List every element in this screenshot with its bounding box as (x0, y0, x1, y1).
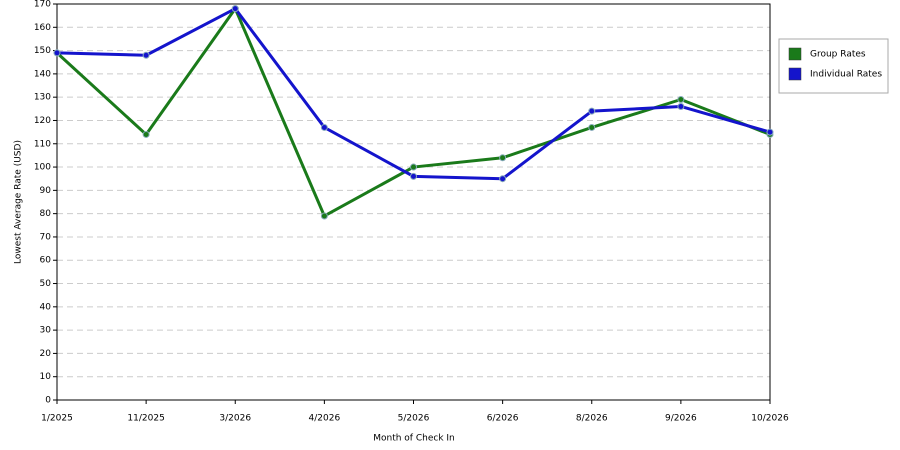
y-tick-label: 160 (34, 23, 51, 33)
y-tick-label: 120 (34, 116, 51, 126)
data-point (677, 96, 685, 104)
y-tick-label: 150 (34, 46, 51, 56)
legend-swatch (788, 67, 802, 81)
x-tick-label: 11/2025 (127, 414, 164, 424)
legend-box (778, 38, 889, 94)
data-point (766, 128, 774, 136)
plot-frame (56, 3, 771, 401)
y-tick-label: 30 (40, 326, 52, 336)
y-tick-label: 80 (40, 209, 52, 219)
y-tick-label: 140 (34, 69, 51, 79)
series-line (55, 7, 771, 218)
data-point (142, 51, 150, 59)
x-tick-label: 8/2026 (576, 414, 608, 424)
data-point (231, 5, 239, 13)
y-tick-label: 40 (40, 302, 52, 312)
data-point (588, 107, 596, 115)
x-tick-label: 6/2026 (487, 414, 519, 424)
data-point (142, 130, 150, 138)
x-axis-label: Month of Check In (373, 434, 455, 444)
y-tick-label: 170 (34, 0, 51, 10)
data-point (320, 123, 328, 131)
y-tick-label: 90 (40, 186, 52, 196)
x-tick-label: 5/2026 (398, 414, 430, 424)
data-point (588, 123, 596, 131)
y-tick-label: 60 (40, 256, 52, 266)
data-point (499, 154, 507, 162)
y-axis-label: Lowest Average Rate (USD) (14, 140, 24, 264)
data-point (499, 175, 507, 183)
legend-label: Group Rates (810, 50, 866, 60)
data-point (677, 102, 685, 110)
y-tick-label: 50 (40, 279, 52, 289)
x-tick-label: 3/2026 (219, 414, 251, 424)
x-tick-label: 4/2026 (309, 414, 341, 424)
legend-label: Individual Rates (810, 70, 882, 80)
y-tick-label: 70 (40, 232, 52, 242)
x-tick-label: 10/2026 (751, 414, 789, 424)
y-tick-label: 20 (40, 349, 52, 359)
data-point (53, 49, 61, 57)
y-tick-label: 10 (40, 372, 52, 382)
data-point (320, 212, 328, 220)
y-tick-label: 130 (34, 93, 51, 103)
y-tick-label: 100 (34, 163, 51, 173)
data-point (410, 172, 417, 180)
data-point (410, 163, 417, 171)
y-tick-label: 0 (45, 396, 51, 406)
series-line (56, 7, 771, 181)
legend-swatch (788, 47, 802, 61)
x-tick-label: 9/2026 (665, 414, 697, 424)
y-tick-label: 110 (34, 139, 51, 149)
x-tick-label: 1/2025 (41, 414, 73, 424)
